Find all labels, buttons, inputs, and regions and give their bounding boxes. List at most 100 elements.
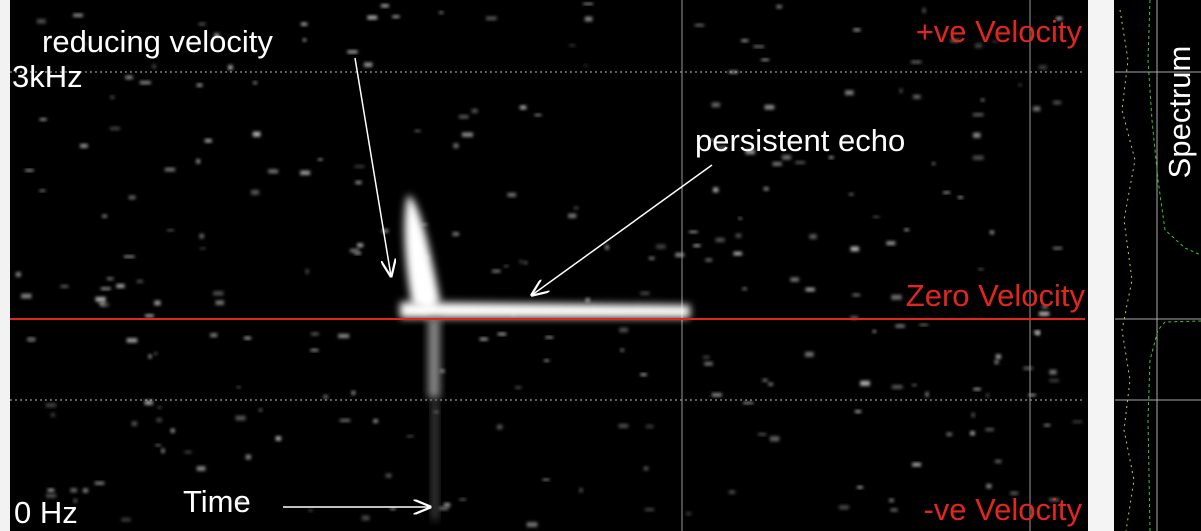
noise-speck bbox=[367, 15, 378, 20]
noise-speck bbox=[354, 165, 365, 168]
noise-speck bbox=[978, 268, 984, 271]
noise-speck bbox=[932, 162, 936, 166]
noise-speck bbox=[25, 169, 34, 172]
noise-speck bbox=[157, 406, 162, 409]
noise-speck bbox=[102, 302, 110, 307]
noise-speck bbox=[989, 230, 994, 235]
noise-speck bbox=[958, 196, 963, 199]
noise-speck bbox=[196, 466, 206, 471]
noise-speck bbox=[809, 234, 817, 239]
arrow bbox=[532, 164, 713, 295]
noise-speck bbox=[60, 284, 69, 288]
noise-speck bbox=[1072, 420, 1083, 424]
noise-speck bbox=[545, 336, 554, 339]
noise-speck bbox=[236, 499, 244, 502]
noise-speck bbox=[215, 300, 225, 305]
noise-speck bbox=[919, 323, 929, 326]
noise-speck bbox=[214, 33, 220, 38]
noise-speck bbox=[584, 16, 593, 22]
noise-speck bbox=[579, 488, 583, 493]
frequency-label: 0 Hz bbox=[14, 495, 78, 530]
noise-speck bbox=[1053, 246, 1063, 250]
noise-speck bbox=[156, 417, 162, 423]
noise-speck bbox=[351, 390, 356, 395]
noise-speck bbox=[237, 386, 241, 389]
noise-speck bbox=[95, 296, 106, 302]
noise-speck bbox=[106, 277, 114, 281]
noise-speck bbox=[855, 410, 862, 413]
noise-speck bbox=[244, 336, 251, 340]
noise-speck bbox=[738, 217, 742, 220]
noise-speck bbox=[124, 255, 135, 258]
noise-speck bbox=[308, 509, 314, 512]
noise-speck bbox=[763, 187, 769, 191]
noise-speck bbox=[534, 114, 542, 117]
noise-speck bbox=[253, 81, 257, 85]
noise-speck bbox=[154, 352, 158, 355]
noise-speck bbox=[850, 246, 859, 252]
noise-speck bbox=[29, 337, 33, 342]
noise-speck bbox=[252, 131, 261, 137]
noise-speck bbox=[585, 298, 590, 302]
noise-speck bbox=[47, 488, 55, 492]
noise-speck bbox=[912, 462, 921, 467]
noise-speck bbox=[121, 517, 131, 522]
noise-speck bbox=[753, 45, 765, 48]
noise-speck bbox=[385, 473, 392, 478]
noise-speck bbox=[452, 232, 460, 236]
noise-speck bbox=[1010, 491, 1019, 495]
noise-speck bbox=[526, 522, 538, 527]
noise-speck bbox=[782, 155, 791, 160]
noise-speck bbox=[805, 351, 814, 357]
noise-speck bbox=[164, 167, 176, 172]
noise-speck bbox=[73, 499, 78, 503]
noise-speck bbox=[745, 149, 755, 155]
noise-speck bbox=[152, 64, 157, 69]
noise-speck bbox=[373, 419, 378, 423]
noise-speck bbox=[910, 60, 922, 64]
noise-speck bbox=[849, 193, 854, 196]
noise-speck bbox=[82, 42, 87, 46]
noise-speck bbox=[228, 65, 233, 70]
noise-speck bbox=[50, 413, 56, 417]
noise-speck bbox=[569, 44, 576, 47]
noise-speck bbox=[872, 330, 876, 333]
noise-speck bbox=[675, 252, 685, 257]
noise-speck bbox=[643, 466, 649, 471]
noise-speck bbox=[715, 237, 725, 242]
noise-speck bbox=[45, 403, 57, 408]
noise-speck bbox=[459, 115, 469, 119]
noise-speck bbox=[704, 362, 713, 366]
noise-speck bbox=[364, 62, 373, 67]
meteor-echo bbox=[400, 195, 690, 520]
noise-speck bbox=[110, 95, 115, 99]
noise-speck bbox=[125, 75, 133, 80]
noise-speck bbox=[145, 314, 154, 318]
noise-speck bbox=[758, 432, 767, 436]
noise-speck bbox=[486, 16, 497, 21]
noise-speck bbox=[762, 378, 768, 382]
noise-speck bbox=[154, 300, 161, 306]
noise-speck bbox=[972, 113, 984, 117]
noise-speck bbox=[618, 423, 629, 428]
noise-speck bbox=[471, 108, 478, 113]
noise-speck bbox=[323, 394, 328, 399]
noise-speck bbox=[713, 187, 719, 193]
noise-speck bbox=[94, 481, 105, 485]
noise-speck bbox=[829, 156, 834, 159]
noise-speck bbox=[390, 507, 396, 510]
noise-speck bbox=[196, 159, 201, 164]
noise-speck bbox=[251, 189, 260, 195]
noise-speck bbox=[913, 94, 921, 99]
noise-speck bbox=[694, 23, 704, 27]
noise-speck bbox=[973, 387, 981, 391]
noise-speck bbox=[768, 382, 773, 386]
noise-speck bbox=[769, 436, 780, 442]
noise-speck bbox=[245, 454, 251, 460]
noise-speck bbox=[1049, 369, 1057, 375]
noise-speck bbox=[544, 359, 550, 362]
annotation: reducing velocity bbox=[42, 24, 273, 59]
noise-speck bbox=[922, 8, 926, 13]
noise-speck bbox=[895, 324, 905, 328]
frequency-label: 3kHz bbox=[12, 59, 83, 94]
